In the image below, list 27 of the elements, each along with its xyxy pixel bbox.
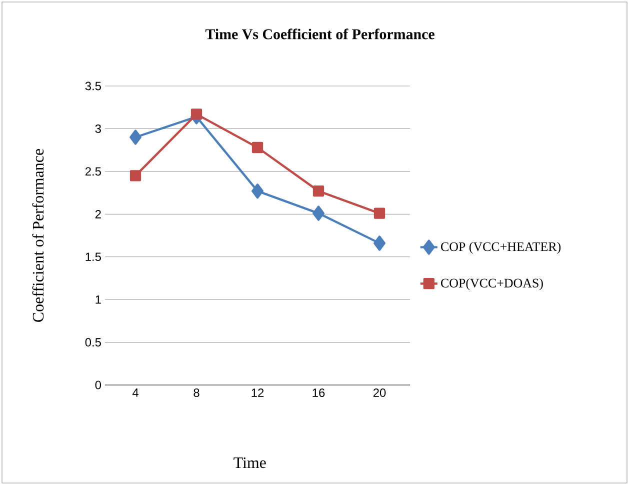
x-tick-label: 4	[132, 388, 138, 397]
y-axis-title: Coefficient of Performance	[32, 149, 44, 322]
x-tick-label: 12	[252, 388, 264, 397]
y-tick-label: 3	[95, 124, 101, 133]
chart-title: Time Vs Coefficient of Performance	[205, 28, 434, 40]
y-tick-label: 0.5	[85, 338, 101, 347]
point	[312, 186, 324, 197]
y-tick-label: 2	[95, 210, 101, 218]
x-tick-label: 8	[194, 388, 200, 397]
y-tick-label: 0	[95, 380, 102, 390]
point	[374, 208, 386, 219]
point	[252, 184, 264, 199]
point	[190, 108, 202, 120]
x-tick-label: 20	[373, 388, 386, 397]
y-tick-label: 3.5	[85, 82, 101, 90]
point	[130, 170, 142, 182]
point	[374, 236, 386, 251]
point	[312, 206, 324, 221]
x-axis-title: Time	[234, 457, 266, 468]
point	[130, 130, 142, 145]
point	[252, 142, 264, 154]
y-tick-label: 1	[96, 295, 101, 304]
y-tick-label: 1.5	[86, 252, 101, 262]
x-tick-label: 16	[312, 388, 325, 397]
legend-label: COP(VCC+DOAS)	[441, 278, 543, 290]
legend-label: COP (VCC+HEATER)	[441, 242, 561, 254]
y-tick-label: 2.5	[85, 167, 101, 176]
